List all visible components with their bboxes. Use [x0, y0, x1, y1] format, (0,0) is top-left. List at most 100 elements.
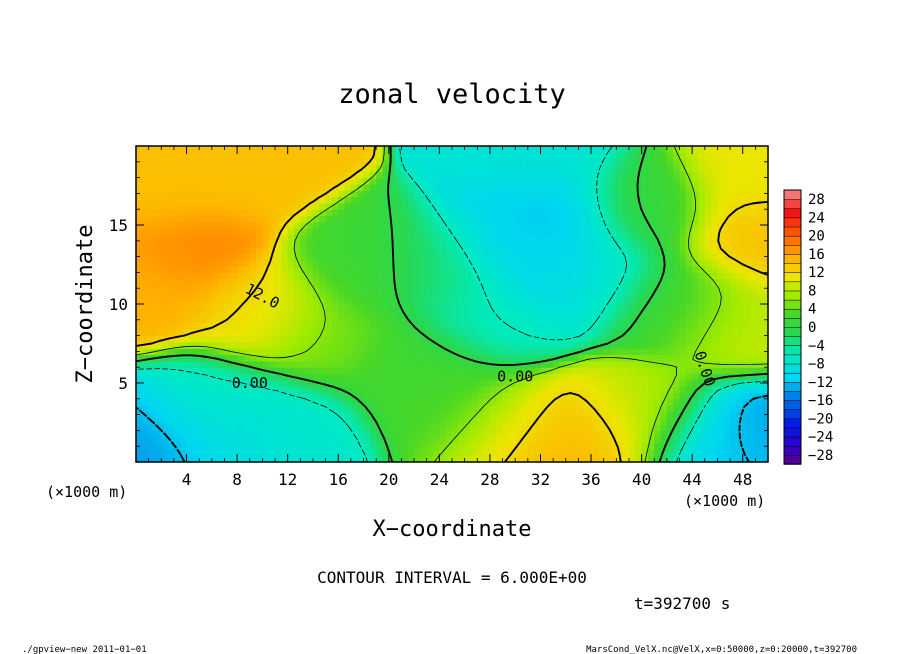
heatmap-cell: [445, 272, 453, 280]
heatmap-cell: [654, 310, 662, 318]
heatmap-cell: [660, 190, 668, 198]
heatmap-cell: [205, 341, 213, 349]
heatmap-cell: [572, 392, 579, 400]
heatmap-cell: [382, 171, 390, 179]
heatmap-cell: [578, 443, 586, 450]
heatmap-cell: [679, 266, 687, 273]
heatmap-cell: [325, 354, 333, 362]
heatmap-cell: [433, 379, 440, 387]
heatmap-cell: [647, 240, 655, 248]
heatmap-cell: [452, 190, 459, 198]
heatmap-cell: [395, 322, 403, 330]
heatmap-cell: [230, 291, 238, 299]
heatmap-cell: [230, 228, 238, 236]
heatmap-cell: [660, 348, 668, 356]
heatmap-cell: [685, 152, 693, 160]
heatmap-cell: [401, 449, 409, 457]
heatmap-cell: [483, 411, 491, 419]
heatmap-cell: [306, 341, 314, 349]
heatmap-cell: [534, 190, 542, 198]
heatmap-cell: [546, 196, 554, 204]
heatmap-cell: [502, 335, 510, 343]
heatmap-cell: [527, 354, 535, 362]
heatmap-cell: [635, 202, 643, 210]
heatmap-cell: [647, 424, 655, 431]
heatmap-cell: [230, 215, 238, 223]
heatmap-cell: [211, 424, 219, 431]
heatmap-cell: [565, 266, 573, 273]
heatmap-cell: [350, 152, 358, 160]
heatmap-cell: [597, 291, 605, 299]
heatmap-cell: [161, 164, 169, 172]
heatmap-cell: [433, 278, 440, 286]
heatmap-cell: [559, 164, 567, 172]
heatmap-cell: [477, 297, 485, 305]
heatmap-cell: [331, 360, 339, 368]
heatmap-cell: [521, 424, 529, 431]
heatmap-cell: [730, 272, 737, 280]
heatmap-cell: [395, 158, 403, 166]
heatmap-cell: [192, 424, 200, 431]
heatmap-cell: [698, 266, 706, 273]
heatmap-cell: [445, 367, 453, 375]
heatmap-cell: [414, 424, 421, 431]
heatmap-cell: [237, 196, 245, 204]
heatmap-cell: [369, 266, 377, 273]
heatmap-cell: [211, 146, 219, 153]
heatmap-cell: [199, 228, 207, 236]
heatmap-cell: [433, 392, 440, 400]
heatmap-cell: [319, 304, 327, 311]
heatmap-cell: [666, 240, 674, 248]
heatmap-cell: [154, 392, 162, 400]
heatmap-cell: [565, 221, 573, 229]
heatmap-cell: [654, 360, 662, 368]
heatmap-cell: [502, 183, 510, 191]
heatmap-cell: [458, 316, 466, 324]
heatmap-cell: [262, 240, 270, 248]
heatmap-cell: [211, 202, 219, 210]
heatmap-cell: [426, 164, 434, 172]
heatmap-cell: [483, 234, 491, 242]
heatmap-cell: [192, 215, 200, 223]
heatmap-cell: [414, 278, 421, 286]
heatmap-cell: [628, 424, 636, 431]
heatmap-cell: [610, 405, 617, 413]
heatmap-cell: [369, 285, 377, 292]
heatmap-cell: [711, 335, 719, 343]
heatmap-cell: [186, 455, 194, 462]
heatmap-cell: [306, 190, 314, 198]
heatmap-cell: [287, 221, 295, 229]
heatmap-cell: [161, 228, 169, 236]
heatmap-cell: [319, 405, 327, 413]
heatmap-cell: [312, 443, 320, 450]
heatmap-cell: [761, 322, 768, 330]
heatmap-cell: [711, 405, 719, 413]
heatmap-cell: [470, 152, 478, 160]
heatmap-cell: [685, 322, 693, 330]
heatmap-cell: [382, 190, 390, 198]
heatmap-cell: [470, 278, 478, 286]
heatmap-cell: [622, 221, 630, 229]
heatmap-cell: [534, 341, 542, 349]
heatmap-cell: [698, 360, 706, 368]
heatmap-cell: [262, 436, 270, 444]
heatmap-cell: [742, 430, 750, 438]
heatmap-cell: [376, 455, 384, 462]
heatmap-cell: [218, 177, 226, 185]
heatmap-cell: [395, 405, 403, 413]
heatmap-cell: [508, 424, 516, 431]
heatmap-cell: [603, 259, 611, 267]
heatmap-cell: [565, 455, 573, 462]
heatmap-cell: [262, 183, 270, 191]
heatmap-cell: [281, 329, 289, 337]
heatmap-cell: [666, 158, 674, 166]
heatmap-cell: [496, 177, 504, 185]
heatmap-cell: [458, 146, 466, 153]
heatmap-cell: [167, 291, 175, 299]
heatmap-cell: [319, 398, 327, 406]
heatmap-cell: [287, 146, 295, 153]
heatmap-cell: [319, 386, 327, 394]
heatmap-cell: [521, 190, 529, 198]
heatmap-cell: [761, 278, 768, 286]
heatmap-cell: [338, 209, 346, 217]
